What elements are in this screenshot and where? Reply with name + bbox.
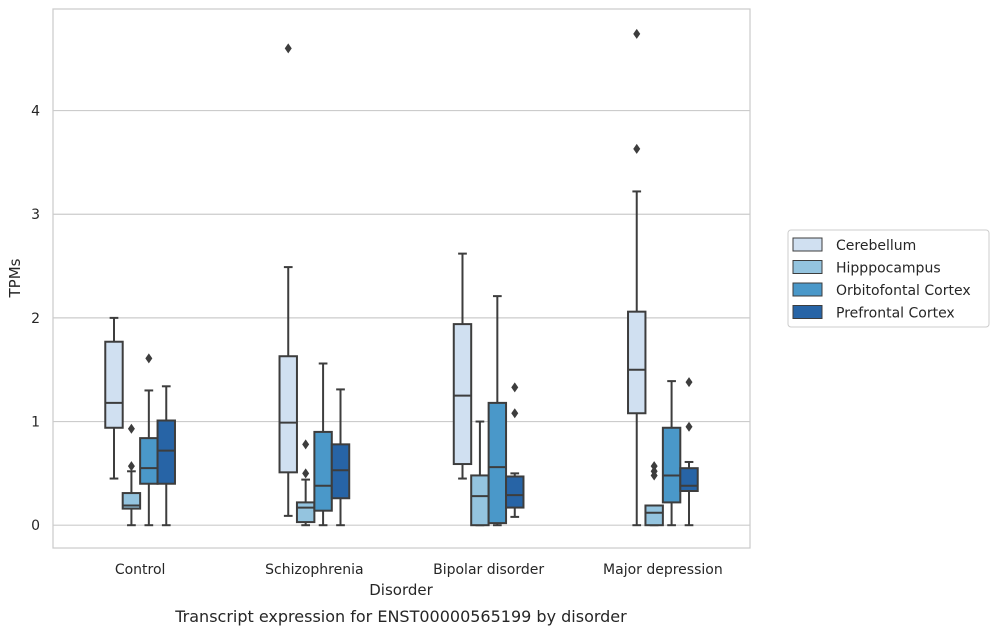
legend-swatch (792, 282, 823, 297)
legend-label: Prefrontal Cortex (836, 306, 955, 322)
legend-swatch (792, 237, 823, 252)
box (156, 419, 176, 485)
outlier-point (633, 143, 641, 154)
x-tick-labels: Control Schizophrenia Bipolar disorder Majo… (115, 562, 723, 578)
outlier-point (685, 377, 693, 388)
series-cerebellum (104, 28, 647, 527)
legend-label: Orbitofontal Cortex (836, 283, 971, 299)
outlier-point (685, 421, 693, 432)
box (487, 401, 508, 525)
y-tick-label: 4 (31, 104, 40, 120)
outlier-point (511, 382, 519, 393)
box (470, 474, 490, 527)
x-axis-label: Disorder (369, 581, 433, 599)
outlier-point (284, 43, 292, 54)
box (452, 323, 473, 466)
outlier-point (650, 461, 658, 472)
y-axis-label: TPMs (6, 258, 24, 298)
outlier-point (633, 28, 641, 39)
legend-swatch (792, 260, 823, 274)
x-tick-label: Control (115, 562, 166, 578)
box (644, 504, 664, 527)
box (139, 437, 159, 485)
box (679, 467, 699, 492)
box (330, 443, 351, 500)
legend-label: Hipppocampus (836, 261, 941, 277)
box (295, 501, 316, 524)
series-orbitofontal-cortex (139, 295, 682, 527)
y-tick-label: 1 (31, 415, 40, 431)
box (627, 310, 647, 415)
outlier-point (511, 408, 519, 419)
legend-label: Cerebellum (836, 238, 916, 254)
y-tick-label: 0 (31, 518, 40, 534)
box (313, 430, 333, 512)
y-tick-labels: 0 1 2 3 4 (31, 104, 40, 535)
box (278, 355, 298, 474)
chart-caption: Transcript expression for ENST0000056519… (174, 607, 627, 626)
box (661, 426, 682, 504)
series-prefrontal-cortex (156, 377, 699, 527)
outlier-point (302, 439, 310, 450)
box-series (104, 28, 699, 527)
series-hipppocampus (121, 420, 664, 527)
plot-frame (52, 8, 751, 549)
y-tick-label: 2 (31, 311, 40, 327)
box (505, 475, 525, 509)
outlier-point (127, 461, 135, 472)
outlier-point (127, 423, 135, 434)
outlier-point (145, 353, 153, 364)
legend-frame (787, 229, 990, 328)
legend-swatch (792, 305, 823, 319)
outlier-point (650, 466, 658, 477)
box (104, 340, 124, 429)
outlier-point (302, 468, 310, 479)
y-tick-label: 3 (31, 207, 40, 223)
x-tick-label: Schizophrenia (265, 562, 363, 578)
x-tick-label: Major depression (603, 562, 723, 578)
x-tick-label: Bipolar disorder (433, 562, 544, 578)
legend: Cerebellum Hipppocampus Orbitofontal Corte… (787, 229, 990, 328)
